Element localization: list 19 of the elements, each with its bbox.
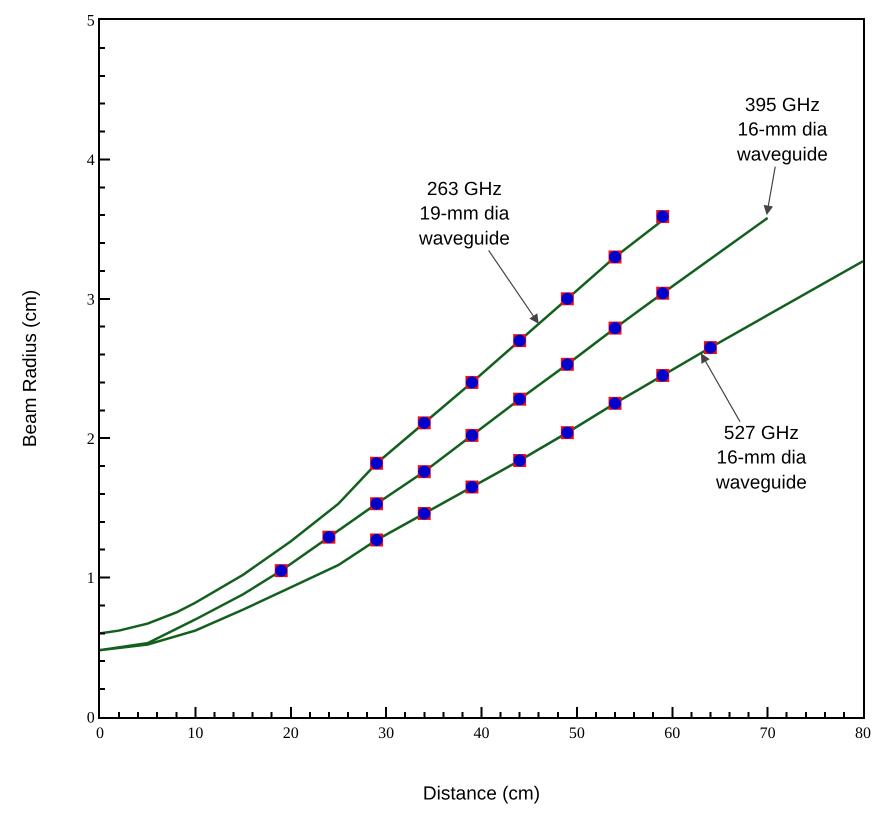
x-tick-label: 50	[568, 725, 585, 742]
x-tick-label: 80	[855, 725, 871, 742]
y-tick-label: 4	[86, 152, 95, 169]
x-tick-label: 40	[474, 725, 490, 742]
y-tick-label: 1	[86, 570, 95, 588]
x-tick-label: 20	[282, 725, 299, 742]
y-axis-title: Beam Radius (cm)	[20, 290, 42, 448]
annotation: 527 GHz 16-mm dia waveguide	[715, 423, 807, 494]
x-tick-label: 30	[378, 725, 394, 742]
y-tick-label: 0	[86, 710, 95, 727]
annotation: 395 GHz 16-mm dia waveguide	[736, 95, 828, 166]
x-tick-label: 60	[664, 725, 680, 742]
x-tick-label: 10	[187, 725, 204, 742]
x-tick-label: 70	[760, 725, 776, 742]
x-axis-title: Distance (cm)	[422, 784, 540, 804]
annotation: 263 GHz 19-mm dia waveguide	[418, 179, 510, 250]
y-tick-label: 2	[86, 430, 95, 448]
y-tick-label: 5	[86, 12, 95, 30]
y-tick-label: 3	[86, 291, 95, 308]
